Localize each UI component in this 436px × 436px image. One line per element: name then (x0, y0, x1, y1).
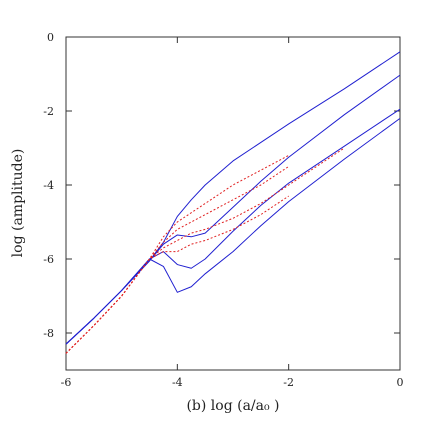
x-tick-label: 0 (397, 376, 404, 389)
x-axis-label: (b) log (a/a₀ ) (186, 398, 279, 414)
plot-frame (65, 36, 401, 371)
y-tick-label: -4 (43, 179, 54, 192)
series-line (65, 166, 289, 354)
y-axis-label: log (amplitude) (10, 149, 26, 258)
series-line (65, 74, 401, 345)
series-line (65, 147, 345, 354)
series-line (65, 154, 289, 354)
x-tick-label: -4 (172, 376, 183, 389)
y-tick-label: -8 (43, 327, 54, 340)
x-tick-label: -2 (283, 376, 294, 389)
y-tick-label: 0 (47, 31, 54, 44)
y-tick-label: -6 (43, 253, 54, 266)
series-line (65, 117, 401, 345)
series-line (65, 51, 401, 345)
x-tick-label: -6 (61, 376, 72, 389)
y-tick-label: -2 (43, 105, 54, 118)
series-line (65, 195, 289, 354)
series-line (65, 108, 401, 345)
